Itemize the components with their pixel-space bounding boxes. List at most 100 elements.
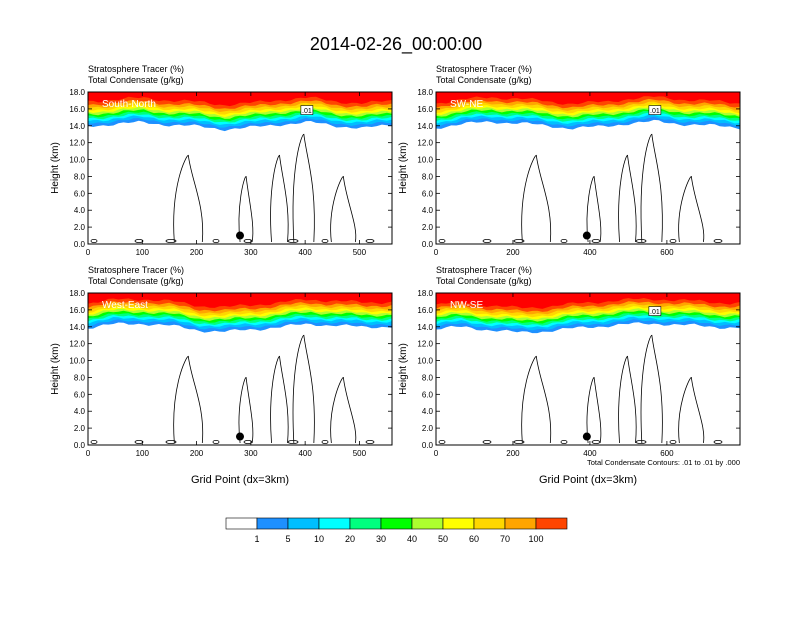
- contour-blob: [560, 439, 568, 444]
- panel-sw-ne: .01 0.0 2.0 4.0 6.0 8.0 10.0 12.0 14.0 16.0 18.0 0 2…: [398, 64, 741, 257]
- plot-area: [88, 92, 392, 243]
- colorbar-label: 10: [314, 534, 324, 544]
- contour-line: [521, 154, 552, 243]
- contour-blob: [165, 238, 177, 243]
- y-tick-label: 2.0: [422, 223, 434, 232]
- plot-frame: [435, 91, 741, 245]
- contour-line: [173, 355, 204, 444]
- colorbar-swatch: [225, 517, 258, 530]
- contour-label: .01: [302, 108, 312, 115]
- contour-line: [330, 377, 357, 444]
- panel-south-north: .01 0.0 2.0 4.0 6.0 8.0 10.0 12.0 14.0 16.0 18.0 0 1…: [50, 64, 393, 257]
- contour-line: [521, 355, 552, 444]
- contour-line: [292, 334, 315, 444]
- x-tick-label: 200: [190, 248, 204, 257]
- contour-label: .01: [650, 309, 660, 316]
- contour-blob: [287, 439, 299, 444]
- x-tick-label: 300: [244, 449, 258, 458]
- condensate-contours: [438, 133, 723, 243]
- location-marker: [582, 231, 591, 240]
- y-tick-label: 2.0: [74, 223, 86, 232]
- y-tick-label: 12.0: [69, 139, 85, 148]
- contour-blob: [321, 238, 329, 243]
- panel-label: West-East: [102, 300, 148, 311]
- y-tick-label: 12.0: [417, 139, 433, 148]
- y-tick-label: 8.0: [422, 373, 434, 382]
- y-tick-label: 16.0: [417, 306, 433, 315]
- contour-blob: [591, 238, 601, 243]
- plot-area: [88, 293, 392, 444]
- contour-blob: [165, 439, 177, 444]
- y-tick-label: 4.0: [422, 206, 434, 215]
- contour-note: Total Condensate Contours: .01 to .01 by…: [587, 458, 740, 467]
- y-tick-label: 0.0: [74, 441, 86, 450]
- y-axis-label: Height (km): [50, 142, 61, 194]
- panels: .01 0.0 2.0 4.0 6.0 8.0 10.0 12.0 14.0 16.0 18.0 0 1…: [50, 64, 741, 486]
- contour-blob: [134, 439, 144, 444]
- contour-line: [640, 334, 663, 444]
- contour-blob: [287, 238, 299, 243]
- figure-title: 2014-02-26_00:00:00: [310, 34, 482, 55]
- contour-line: [618, 154, 637, 243]
- contour-blob: [212, 238, 220, 243]
- contour-blob: [669, 238, 677, 243]
- colorbar-label: 30: [376, 534, 386, 544]
- contour-blob: [243, 238, 253, 243]
- x-tick-label: 400: [298, 449, 312, 458]
- contour-blob: [212, 439, 220, 444]
- colorbar-label: 70: [500, 534, 510, 544]
- y-tick-label: 6.0: [422, 390, 434, 399]
- contour-blob: [365, 238, 375, 243]
- condensate-contours: [438, 334, 723, 444]
- panel-header-condensate: Total Condensate (g/kg): [88, 75, 184, 85]
- contour-blob: [482, 238, 492, 243]
- y-tick-label: 18.0: [417, 88, 433, 97]
- y-tick-label: 8.0: [74, 373, 86, 382]
- y-axis-label: Height (km): [50, 343, 61, 395]
- colorbar-swatch: [473, 517, 506, 530]
- panel-header-tracer: Stratosphere Tracer (%): [436, 64, 532, 74]
- y-tick-label: 0.0: [74, 240, 86, 249]
- contour-line: [238, 377, 254, 444]
- panel-header-condensate: Total Condensate (g/kg): [436, 75, 532, 85]
- x-tick-label: 400: [298, 248, 312, 257]
- panel-label: South-North: [102, 99, 156, 110]
- contour-blob: [438, 439, 446, 444]
- y-axis-label: Height (km): [398, 343, 409, 395]
- contour-line: [292, 133, 315, 243]
- x-tick-label: 600: [660, 449, 674, 458]
- panel-label: NW-SE: [450, 300, 483, 311]
- panel-header-tracer: Stratosphere Tracer (%): [88, 265, 184, 275]
- plot-frame: [87, 292, 393, 446]
- contour-blob: [513, 238, 525, 243]
- colorbar-swatch: [256, 517, 289, 530]
- panel-west-east: 0.0 2.0 4.0 6.0 8.0 10.0 12.0 14.0 16.0 18.0 0 100 2…: [50, 265, 393, 486]
- contour-line: [586, 176, 602, 243]
- panel-header-condensate: Total Condensate (g/kg): [88, 276, 184, 286]
- y-tick-label: 16.0: [69, 105, 85, 114]
- contour-blob: [438, 238, 446, 243]
- contour-blob: [90, 439, 98, 444]
- x-tick-label: 200: [190, 449, 204, 458]
- colorbar-label: 1: [254, 534, 259, 544]
- contour-blob: [134, 238, 144, 243]
- contour-line: [678, 176, 705, 243]
- y-tick-label: 18.0: [417, 289, 433, 298]
- condensate-contours: [90, 133, 375, 243]
- x-tick-label: 200: [506, 449, 520, 458]
- y-tick-label: 4.0: [74, 407, 86, 416]
- contour-line: [586, 377, 602, 444]
- contour-line: [173, 154, 204, 243]
- contour-line: [238, 176, 254, 243]
- y-tick-label: 8.0: [422, 172, 434, 181]
- contour-label: .01: [650, 108, 660, 115]
- panel-nw-se: .01 0.0 2.0 4.0 6.0 8.0 10.0 12.0 14.0 16.0 18.0 0 2…: [398, 265, 741, 486]
- y-tick-label: 14.0: [69, 323, 85, 332]
- colorbar-label: 20: [345, 534, 355, 544]
- x-tick-label: 0: [434, 449, 439, 458]
- x-tick-label: 400: [583, 248, 597, 257]
- colorbar-swatch: [535, 517, 568, 530]
- contour-blob: [243, 439, 253, 444]
